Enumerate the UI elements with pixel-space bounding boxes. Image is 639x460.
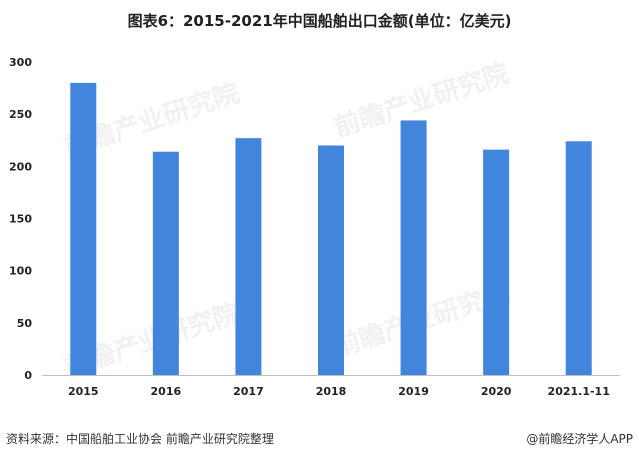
bars xyxy=(70,82,592,375)
x-tick-label: 2017 xyxy=(233,385,264,398)
y-tick-label: 250 xyxy=(9,108,32,121)
chart-title: 图表6：2015-2021年中国船舶出口金额(单位：亿美元) xyxy=(127,12,512,30)
bar-2015 xyxy=(70,82,97,375)
bar-2017 xyxy=(235,138,262,375)
bar-2018 xyxy=(318,145,344,375)
x-tick-label: 2016 xyxy=(151,385,182,398)
x-tick-label: 2020 xyxy=(481,385,512,398)
bar-2020 xyxy=(483,149,510,375)
y-axis-ticks: 0 50 100 150 200 250 300 xyxy=(9,56,32,382)
y-tick-label: 100 xyxy=(9,265,32,278)
x-tick-label: 2015 xyxy=(68,385,99,398)
x-tick-label: 2019 xyxy=(398,385,429,398)
source-note: 资料来源：中国船舶工业协会 前瞻产业研究院整理 xyxy=(6,432,274,446)
x-tick-label: 2018 xyxy=(316,385,347,398)
y-tick-label: 150 xyxy=(9,213,32,226)
y-tick-label: 0 xyxy=(24,369,32,382)
x-axis-ticks: 2015 2016 2017 2018 2019 2020 2021.1-11 xyxy=(68,385,610,398)
y-tick-label: 50 xyxy=(17,317,33,330)
bar-2016 xyxy=(152,151,179,375)
brand-credit: @前瞻经济学人APP xyxy=(526,432,633,446)
y-tick-label: 200 xyxy=(9,160,32,173)
bar-2021.1-11 xyxy=(565,141,592,375)
y-tick-label: 300 xyxy=(9,56,32,69)
bar-2019 xyxy=(400,120,427,375)
x-tick-label: 2021.1-11 xyxy=(548,385,610,398)
